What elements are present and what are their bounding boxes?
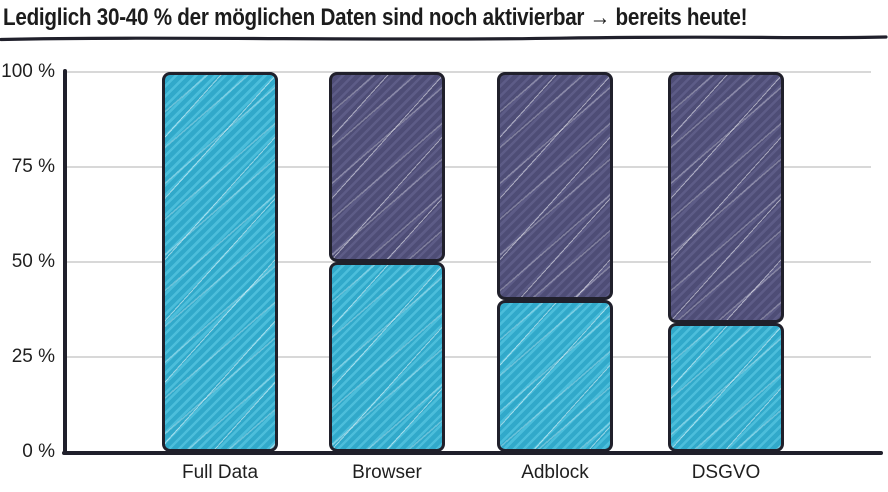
bar-1-segment-remainder-share [329,72,445,262]
bar-0-segment-activatable-share [162,72,278,452]
x-category-label: Browser [352,462,422,483]
y-tick-label: 100 % [1,61,55,82]
y-axis-line [63,69,67,455]
bar-1-segment-activatable-share [329,262,445,452]
chart-title: Lediglich 30-40 % der möglichen Daten si… [3,4,748,31]
x-category-label: DSGVO [691,462,761,483]
x-category-label: Adblock [521,462,589,483]
gridline-50 [64,261,871,263]
gridline-100 [64,71,871,73]
bar-2-segment-remainder-share [497,72,613,300]
gridline-75 [64,166,871,168]
y-tick-label: 50 % [11,251,55,272]
x-category-label: Full Data [181,462,259,483]
bar-2-segment-activatable-share [497,300,613,452]
gridline-25 [64,356,871,358]
x-axis-line [62,451,883,455]
y-tick-label: 75 % [11,156,55,177]
bar-3-segment-remainder-share [668,72,784,323]
y-tick-label: 25 % [11,346,55,367]
y-tick-label: 0 % [22,441,55,462]
title-underline-rule [0,35,888,42]
bar-3-segment-activatable-share [668,322,784,452]
